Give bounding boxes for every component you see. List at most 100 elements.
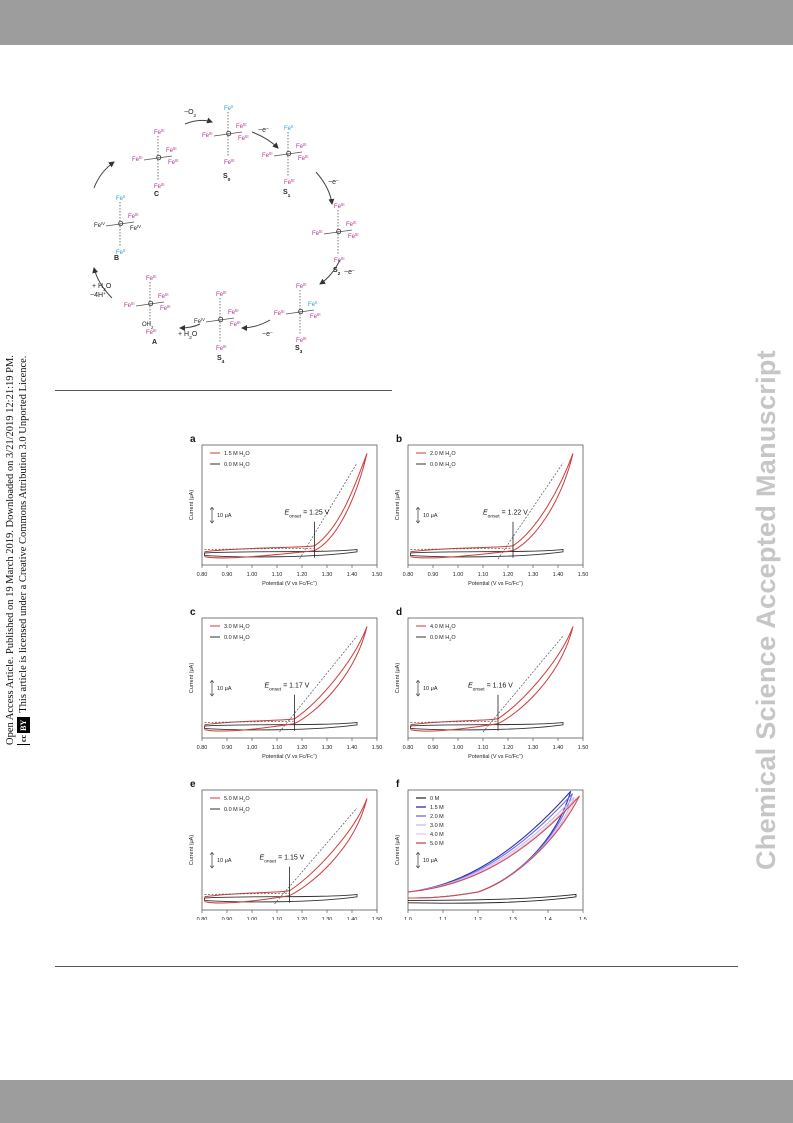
onset-tangent-line	[497, 462, 564, 560]
y-axis-label: Current (μA)	[189, 835, 195, 866]
legend-label: 0.0 M H2O	[224, 807, 250, 814]
legend-label: 5.0 M	[430, 841, 444, 847]
scale-bar-label: 10 μA	[217, 686, 232, 692]
iron-atom: FeIII	[168, 158, 179, 167]
x-tick-label: 1.10	[272, 917, 283, 920]
water-ligand: OH2	[142, 322, 154, 330]
legend-label: 0.0 M H2O	[430, 635, 456, 642]
x-tick-label: 0.90	[428, 572, 439, 578]
legend-label: 4.0 M H2O	[430, 624, 456, 631]
x-tick-label: 1.40	[553, 572, 564, 578]
iron-atom: FeII	[116, 194, 125, 203]
x-axis-label: Potential (V vs Fc/Fc+)	[468, 753, 523, 760]
open-access-sidebar: Open Access Article. Published on 19 Mar…	[4, 285, 52, 745]
iron-atom: FeIII	[284, 178, 295, 187]
x-tick-label: 1.30	[322, 745, 333, 751]
licence-link[interactable]: This article is licensed under a Creativ…	[18, 355, 29, 713]
state-c: C	[154, 191, 159, 198]
cv-panel-b: b 0.80 0.90 1.00 1.10 1.20 1.30 1.40 1.50 Potenti…	[395, 434, 588, 587]
iron-atom: FeIII	[298, 154, 309, 163]
scale-bar-arrows	[209, 679, 215, 697]
iron-atom: FeIII	[158, 292, 169, 301]
plot-frame	[201, 444, 378, 566]
state-s3: S3	[295, 345, 303, 355]
series-0m-curve	[204, 548, 358, 558]
x-tick-label: 0.90	[222, 917, 233, 920]
legend-label: 4.0 M	[430, 832, 444, 838]
legend-label: 3.0 M	[430, 823, 444, 829]
oxygen-atom: O	[298, 309, 304, 316]
iron-atom: FeIII	[224, 158, 235, 167]
iron-atom: FeIII	[202, 131, 213, 140]
oxygen-atom: O	[156, 155, 162, 162]
iron-atom: FeIII	[132, 155, 143, 164]
onset-label: Eonset = 1.25 V	[285, 510, 330, 519]
scale-bar-arrows	[209, 506, 215, 524]
x-tick-label: 1.50	[578, 572, 589, 578]
onset-label: Eonset = 1.15 V	[260, 855, 305, 865]
legend-label: 0.0 M H2O	[224, 635, 250, 642]
iron-atom: FeIII	[274, 309, 285, 318]
x-tick-label: 1.40	[347, 572, 358, 578]
oxygen-atom: O	[336, 229, 342, 236]
oxygen-atom: O	[286, 151, 292, 158]
arrow-label-e: −e−	[344, 269, 355, 277]
x-tick-label: 1.30	[528, 572, 539, 578]
legend-label: 3.0 M H2O	[224, 624, 250, 631]
catalytic-cycle-scheme: OFeIIFeIIIFeIIIFeIIIFeIIIOFeIIFeIIIFeIII…	[90, 104, 359, 365]
x-tick-label: 1.10	[272, 572, 283, 578]
x-tick-label: 1.3	[509, 917, 517, 920]
iron-atom: FeII	[308, 300, 317, 309]
scale-bar-arrows	[209, 851, 215, 869]
x-tick-label: 1.0	[404, 917, 412, 920]
legend-label: 0.0 M H2O	[224, 462, 250, 469]
x-axis-label: Potential (V vs Fc/Fc+)	[262, 753, 317, 760]
arrow-label-e: −e−	[258, 127, 269, 135]
cv-panel-c: c 0.80 0.90 1.00 1.10 1.20 1.30 1.40 1.50 Potenti…	[189, 607, 382, 760]
onset-label: Eonset = 1.22 V	[483, 510, 528, 519]
panel-letter: f	[396, 779, 400, 790]
series-water-curve	[410, 453, 574, 559]
x-tick-label: 1.2	[474, 917, 482, 920]
iron-atom: FeIV	[194, 317, 205, 326]
x-tick-label: 1.10	[478, 572, 489, 578]
iron-atom: FeIII	[154, 182, 165, 191]
baseline-tangent-line	[410, 547, 514, 550]
iron-atom: FeIII	[216, 344, 227, 353]
cv-panel-d: d 0.80 0.90 1.00 1.10 1.20 1.30 1.40 1.50 Potenti…	[395, 607, 588, 760]
baseline-tangent-line	[204, 892, 290, 895]
scale-bar-arrows	[415, 851, 421, 869]
oxygen-atom: O	[226, 131, 232, 138]
mu-oxo-cluster: O FeII FeIV FeIII FeIV FeII	[94, 194, 141, 257]
iron-atom: FeIII	[262, 151, 273, 160]
top-header-bar	[0, 0, 793, 45]
onset-label: Eonset = 1.16 V	[468, 683, 513, 693]
panel-letter: c	[190, 607, 196, 618]
arrow-label-e: −e−	[262, 331, 273, 339]
arrow-label-e: −e−	[328, 179, 339, 187]
panel-letter: d	[396, 607, 402, 618]
y-axis-label: Current (μA)	[395, 663, 401, 694]
x-tick-label: 1.00	[247, 745, 258, 751]
onset-label: Eonset = 1.17 V	[265, 683, 310, 693]
cc-by-badge[interactable]: cc BY	[17, 716, 30, 745]
series-0m-curve	[410, 548, 564, 558]
x-tick-label: 0.90	[222, 745, 233, 751]
iron-atom: FeIII	[296, 282, 307, 291]
iron-atom: FeIII	[236, 122, 247, 131]
cv-panel-a: a 0.80 0.90 1.00 1.10 1.20 1.30 1.40 1.50 Potenti…	[189, 434, 382, 587]
panel-letter: b	[396, 434, 402, 445]
legend-label: 2.0 M H2O	[430, 451, 456, 458]
iron-atom: FeIII	[124, 301, 135, 310]
iron-atom: FeII	[284, 124, 293, 133]
arrow-label-h2o: + H2O	[178, 331, 198, 341]
legend-label: 1.5 M H2O	[224, 451, 250, 458]
manuscript-watermark: Chemical Science Accepted Manuscript	[751, 350, 781, 870]
x-tick-label: 1.20	[503, 572, 514, 578]
x-tick-label: 1.00	[453, 745, 464, 751]
state-s2: S2	[333, 267, 341, 277]
x-tick-label: 1.20	[297, 917, 308, 920]
